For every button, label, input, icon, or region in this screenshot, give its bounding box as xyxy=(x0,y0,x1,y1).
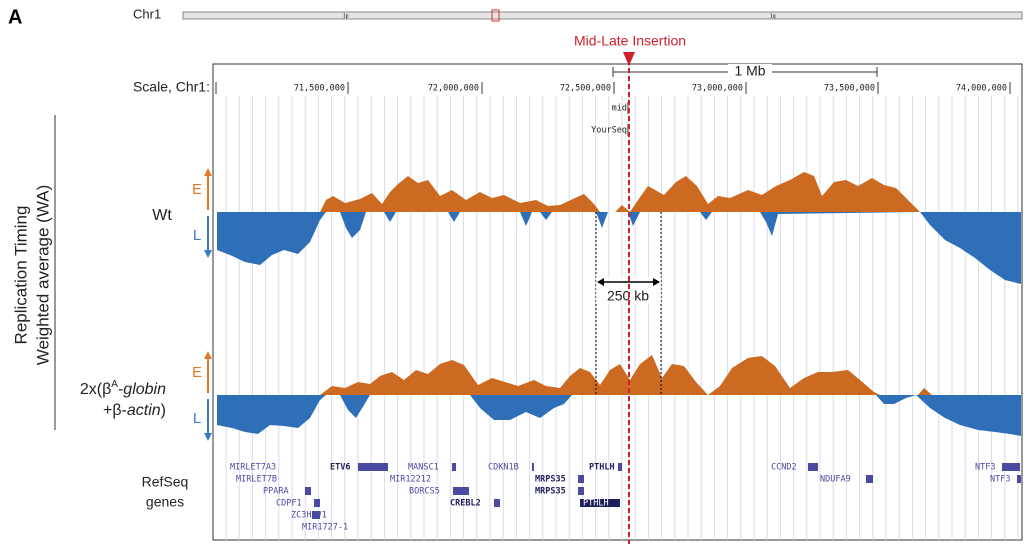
browser-frame xyxy=(212,63,1023,541)
gene-model xyxy=(580,499,620,507)
gene-label: CCND2 xyxy=(771,463,797,473)
late-area xyxy=(217,395,1021,436)
position-label: 73,500,000 xyxy=(824,84,875,94)
gene-label: NDUFA9 xyxy=(820,475,851,485)
grid xyxy=(225,96,1019,540)
gene-label: MANSC1 xyxy=(408,463,439,473)
gene-label: MRPS35 xyxy=(535,487,566,497)
early-label: E xyxy=(192,364,202,381)
early-area xyxy=(320,172,920,212)
band: 1q xyxy=(770,13,776,19)
scale-bar-label: 1 Mb xyxy=(734,63,765,79)
position-label: 72,000,000 xyxy=(428,84,479,94)
gene-label: MIR12212 xyxy=(390,475,431,485)
gene-label: CREBL2 xyxy=(450,499,481,509)
gene-label: NTF3 xyxy=(990,475,1010,485)
track-name: Wt xyxy=(152,207,172,224)
gene-label: MRPS35 xyxy=(535,475,566,485)
gene-model xyxy=(1002,463,1020,471)
insertion-marker xyxy=(623,52,635,66)
track-label: YourSeq xyxy=(591,126,627,136)
gene-label: MIRLET7A3 xyxy=(230,463,276,473)
gene-model xyxy=(618,463,622,471)
refseq-label: RefSeq xyxy=(142,474,189,490)
gene-model xyxy=(305,487,311,495)
gene-model xyxy=(358,463,388,471)
gene-label: MIR1727-1 xyxy=(302,523,348,533)
gene-model xyxy=(532,463,534,471)
gene-model xyxy=(866,475,873,483)
side-label: Replication Timing xyxy=(11,206,30,345)
ideogram xyxy=(182,11,1023,20)
gene-label: BORCS5 xyxy=(409,487,440,497)
early-label: E xyxy=(192,181,202,198)
gene-model xyxy=(494,499,500,507)
position-label: 72,500,000 xyxy=(560,84,611,94)
late-label: L xyxy=(193,227,201,244)
gene-label: CDKN1B xyxy=(488,463,519,473)
gene-label: NTF3 xyxy=(975,463,995,473)
gene-label: PTHLH xyxy=(583,499,609,509)
gene-label: CDPF1 xyxy=(276,499,302,509)
position-label: 71,500,000 xyxy=(294,84,345,94)
position-label: 74,000,000 xyxy=(956,84,1007,94)
track-label: mid xyxy=(612,104,627,114)
side-label: Weighted average (WA) xyxy=(33,185,52,365)
refseq-label: genes xyxy=(146,494,184,510)
chromosome: Chr1 xyxy=(133,6,161,21)
late-label: L xyxy=(193,410,201,427)
gene-model xyxy=(314,499,320,507)
gene-model xyxy=(452,463,456,471)
gene-label: ZC3HAV1 xyxy=(291,511,327,521)
gene-label: PPARA xyxy=(263,487,289,497)
gene-model xyxy=(808,463,818,471)
band: 1p xyxy=(343,13,349,19)
position-label: 73,000,000 xyxy=(692,84,743,94)
gene-label: MIRLET7B xyxy=(236,475,277,485)
gene-model xyxy=(1017,475,1021,483)
early-area xyxy=(320,355,932,395)
insertion-label: Mid-Late Insertion xyxy=(574,33,686,49)
late-area xyxy=(217,212,1021,284)
track-name: 2x(βA-globin xyxy=(80,379,166,399)
ideogram-highlight xyxy=(491,9,500,22)
scale-label: Scale, Chr1: xyxy=(133,79,210,95)
gene-model xyxy=(312,511,320,519)
gene-model xyxy=(578,475,584,483)
panel-label: A xyxy=(8,6,22,28)
gene-model xyxy=(578,487,584,495)
gene-label: PTHLH xyxy=(589,463,615,473)
track-name: +β-actin) xyxy=(103,402,166,419)
gene-label: ETV6 xyxy=(330,463,350,473)
gene-model xyxy=(453,487,469,495)
